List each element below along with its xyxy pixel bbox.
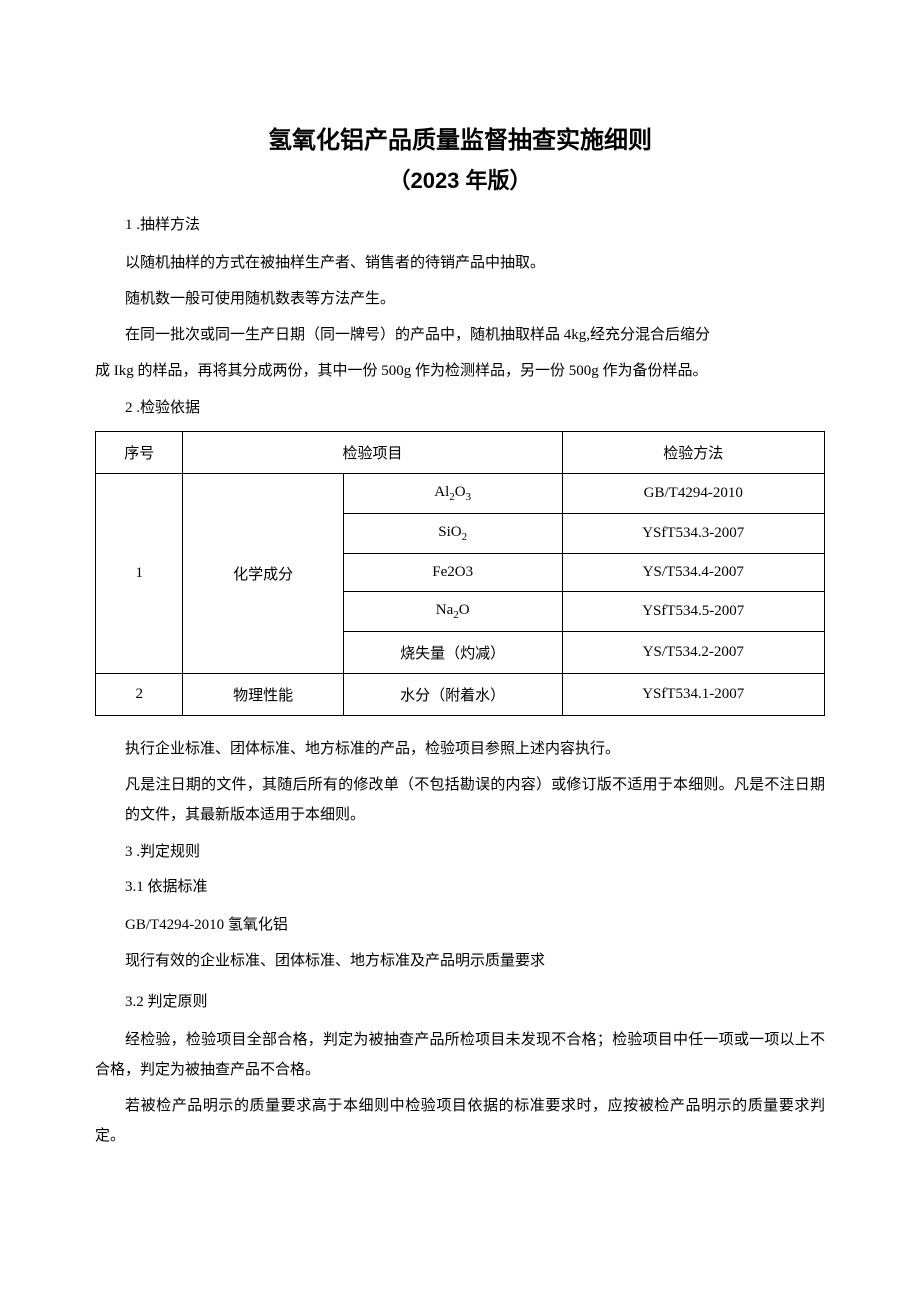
table-cell-item: SiO2 [343,514,562,554]
table-cell-seq: 1 [96,474,183,674]
table-row: 2 物理性能 水分（附着水） YSfT534.1-2007 [96,674,825,716]
section-3-1-line-2: 现行有效的企业标准、团体标准、地方标准及产品明示质量要求 [125,946,825,976]
table-cell-item: Na2O [343,592,562,632]
section-2-heading: 2 .检验依据 [125,396,825,417]
section-3-heading: 3 .判定规则 [125,840,825,861]
section-1-para-1: 以随机抽样的方式在被抽样生产者、销售者的待销产品中抽取。 [125,248,825,278]
section-1-heading: 1 .抽样方法 [125,213,825,234]
table-header-seq: 序号 [96,432,183,474]
document-title: 氢氧化铝产品质量监督抽查实施细则 [95,120,825,155]
section-1-para-3b: 成 Ikg 的样品，再将其分成两份，其中一份 500g 作为检测样品，另一份 5… [95,356,825,386]
inspection-table: 序号 检验项目 检验方法 1 化学成分 Al2O3 GB/T4294-2010 … [95,431,825,716]
section-2-note-1: 执行企业标准、团体标准、地方标准的产品，检验项目参照上述内容执行。 [125,734,825,764]
table-header-method: 检验方法 [562,432,824,474]
table-cell-category: 化学成分 [183,474,343,674]
table-header-item: 检验项目 [183,432,562,474]
section-3-2-para-1: 经检验，检验项目全部合格，判定为被抽查产品所检项目未发现不合格；检验项目中任一项… [95,1025,825,1085]
table-cell-method: YSfT534.3-2007 [562,514,824,554]
table-cell-seq: 2 [96,674,183,716]
table-cell-method: YS/T534.2-2007 [562,632,824,674]
table-cell-method: YS/T534.4-2007 [562,554,824,592]
table-cell-item: Al2O3 [343,474,562,514]
table-row: 1 化学成分 Al2O3 GB/T4294-2010 [96,474,825,514]
table-cell-method: GB/T4294-2010 [562,474,824,514]
table-cell-method: YSfT534.1-2007 [562,674,824,716]
table-cell-category: 物理性能 [183,674,343,716]
section-3-1-line-1: GB/T4294-2010 氢氧化铝 [125,910,825,940]
table-cell-item: 烧失量（灼减） [343,632,562,674]
section-1-para-2: 随机数一般可使用随机数表等方法产生。 [125,284,825,314]
section-2-note-2: 凡是注日期的文件，其随后所有的修改单（不包括勘误的内容）或修订版不适用于本细则。… [125,770,825,830]
table-cell-item: Fe2O3 [343,554,562,592]
document-subtitle: （2023 年版） [95,163,825,195]
table-cell-method: YSfT534.5-2007 [562,592,824,632]
section-3-2-para-2: 若被检产品明示的质量要求高于本细则中检验项目依据的标准要求时，应按被检产品明示的… [95,1091,825,1151]
table-cell-item: 水分（附着水） [343,674,562,716]
section-3-1-heading: 3.1 依据标准 [125,875,825,896]
table-header-row: 序号 检验项目 检验方法 [96,432,825,474]
section-1-para-3a: 在同一批次或同一生产日期（同一牌号）的产品中，随机抽取样品 4kg,经充分混合后… [125,320,825,350]
section-3-2-heading: 3.2 判定原则 [125,990,825,1011]
